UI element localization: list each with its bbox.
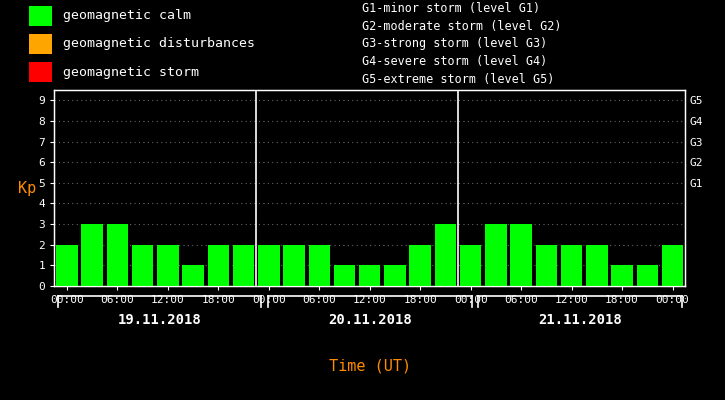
Bar xyxy=(510,224,532,286)
Text: G2-moderate storm (level G2): G2-moderate storm (level G2) xyxy=(362,20,562,33)
Y-axis label: Kp: Kp xyxy=(18,180,36,196)
Bar xyxy=(81,224,103,286)
Text: geomagnetic storm: geomagnetic storm xyxy=(63,66,199,79)
Bar xyxy=(233,245,254,286)
Bar xyxy=(662,245,683,286)
Bar xyxy=(384,265,406,286)
Bar xyxy=(359,265,381,286)
Bar xyxy=(561,245,582,286)
Bar xyxy=(29,62,52,82)
Text: geomagnetic calm: geomagnetic calm xyxy=(63,9,191,22)
Text: G5-extreme storm (level G5): G5-extreme storm (level G5) xyxy=(362,73,555,86)
Bar xyxy=(132,245,154,286)
Text: G4-severe storm (level G4): G4-severe storm (level G4) xyxy=(362,55,548,68)
Bar xyxy=(57,245,78,286)
Text: 21.11.2018: 21.11.2018 xyxy=(538,312,622,326)
Bar xyxy=(183,265,204,286)
Bar xyxy=(107,224,128,286)
Bar xyxy=(611,265,633,286)
Text: 20.11.2018: 20.11.2018 xyxy=(328,312,412,326)
Bar xyxy=(29,6,52,26)
Text: G3-strong storm (level G3): G3-strong storm (level G3) xyxy=(362,38,548,50)
Bar xyxy=(29,34,52,54)
Bar xyxy=(157,245,178,286)
Bar xyxy=(283,245,304,286)
Bar xyxy=(207,245,229,286)
Bar xyxy=(258,245,280,286)
Text: geomagnetic disturbances: geomagnetic disturbances xyxy=(63,38,255,50)
Bar xyxy=(485,224,507,286)
Bar xyxy=(410,245,431,286)
Text: 19.11.2018: 19.11.2018 xyxy=(117,312,202,326)
Text: G1-minor storm (level G1): G1-minor storm (level G1) xyxy=(362,2,541,15)
Bar xyxy=(536,245,557,286)
Bar xyxy=(586,245,608,286)
Bar xyxy=(334,265,355,286)
Bar xyxy=(309,245,330,286)
Bar xyxy=(637,265,658,286)
Bar xyxy=(460,245,481,286)
Text: Time (UT): Time (UT) xyxy=(328,358,411,374)
Bar xyxy=(435,224,456,286)
